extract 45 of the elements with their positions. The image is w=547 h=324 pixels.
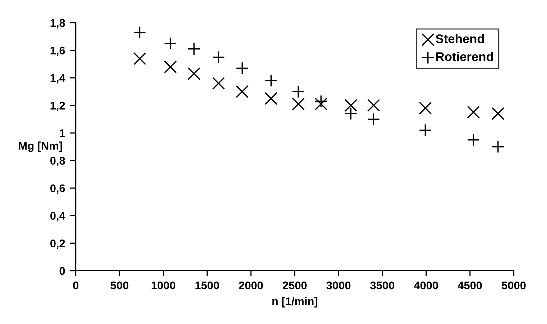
point xyxy=(292,98,305,111)
x-tick-label: 5000 xyxy=(502,282,526,290)
x-tick-label: 2500 xyxy=(283,282,307,290)
x-tick-label: 2000 xyxy=(239,282,264,290)
point xyxy=(467,106,480,119)
x-tick-label: 4500 xyxy=(458,282,482,290)
x-tick-label: 3000 xyxy=(326,282,351,290)
x-axis-title: n [1/min] xyxy=(272,297,318,308)
point xyxy=(367,99,380,112)
point xyxy=(314,98,328,111)
point xyxy=(492,108,505,120)
point xyxy=(164,60,178,74)
point xyxy=(164,37,178,50)
x-tick-label: 1000 xyxy=(152,282,176,290)
x-tick-label: 0 xyxy=(73,282,79,290)
point xyxy=(212,77,226,90)
y-tick-label: 0,8 xyxy=(50,157,66,167)
point xyxy=(419,102,432,115)
x-tick-label: 500 xyxy=(110,282,129,290)
y-tick-label: 1 xyxy=(60,130,66,138)
y-tick-label: 1,2 xyxy=(50,102,66,112)
point xyxy=(134,26,146,40)
legend-label: Rotierend xyxy=(436,52,494,62)
y-tick-label: 0,4 xyxy=(50,212,66,222)
point xyxy=(236,85,249,98)
y-tick-label: 0 xyxy=(60,267,66,276)
y-tick-label: 1,8 xyxy=(50,19,66,29)
point xyxy=(264,92,278,106)
point xyxy=(134,52,146,66)
point xyxy=(492,140,505,154)
point xyxy=(292,85,305,98)
y-tick-label: 1,4 xyxy=(50,74,66,84)
point xyxy=(236,62,249,75)
x-tick-label: 4000 xyxy=(414,282,438,290)
point xyxy=(367,113,380,126)
y-tick-label: 0,2 xyxy=(50,240,66,250)
y-tick-label: 1,6 xyxy=(50,46,66,56)
point xyxy=(188,68,201,80)
point xyxy=(419,124,432,137)
y-axis-title: Mg [Nm] xyxy=(19,142,62,152)
legend-label: Stehend xyxy=(436,34,484,44)
point xyxy=(212,51,226,64)
y-tick-label: 0,6 xyxy=(50,184,66,194)
x-tick-label: 1500 xyxy=(196,282,220,290)
x-tick-label: 3500 xyxy=(370,282,395,290)
